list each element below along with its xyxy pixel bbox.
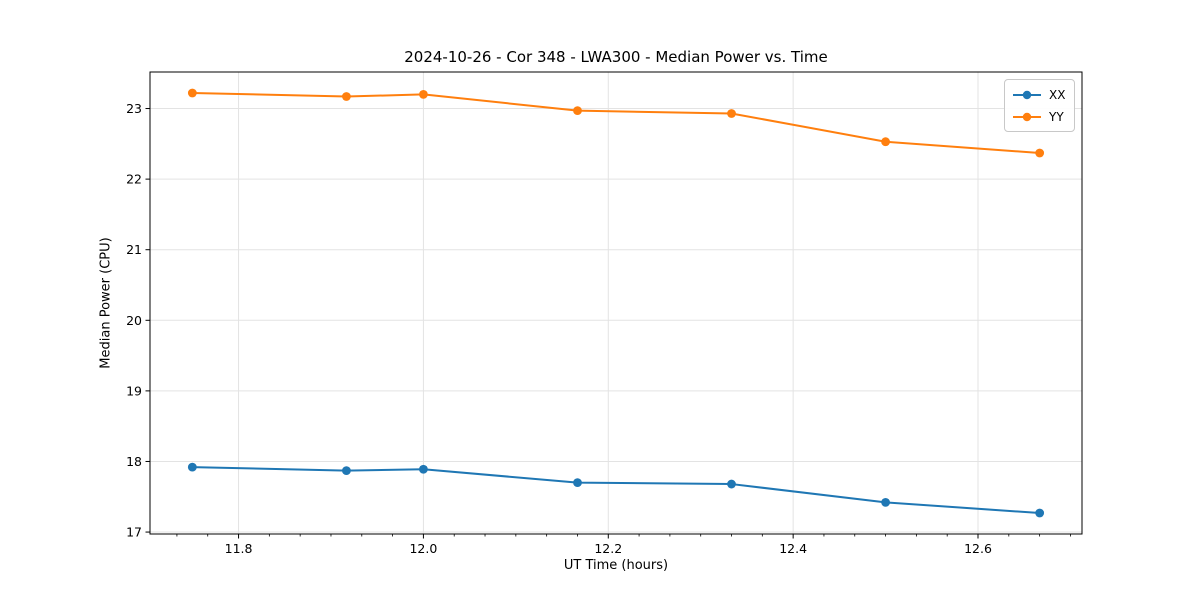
data-point-xx	[342, 466, 351, 476]
data-point-yy	[727, 109, 736, 118]
legend-item-xx: XX	[1012, 85, 1065, 104]
legend-label-yy: YY	[1049, 109, 1064, 124]
y-tick-label: 21	[126, 242, 142, 257]
legend-item-yy: YY	[1012, 107, 1065, 126]
y-tick-label: 23	[126, 101, 142, 116]
legend: XX YY	[1004, 79, 1076, 132]
x-tick-label: 12.2	[594, 541, 622, 556]
data-point-yy	[187, 88, 197, 98]
y-tick-label: 17	[126, 525, 142, 540]
data-point-yy	[573, 106, 582, 116]
legend-label-xx: XX	[1049, 87, 1066, 102]
plot-border	[149, 71, 1083, 535]
y-tick-label: 22	[126, 172, 142, 187]
data-point-yy	[881, 137, 890, 147]
legend-swatch-xx-icon	[1013, 90, 1041, 99]
y-axis-label: Median Power (CPU)	[98, 237, 114, 369]
legend-swatch-yy-icon	[1013, 112, 1041, 121]
x-axis-label: UT Time (hours)	[563, 558, 669, 573]
y-tick-label: 19	[126, 383, 142, 398]
data-point-yy	[342, 92, 351, 101]
x-tick-label: 12.0	[409, 541, 437, 556]
y-tick-label: 18	[126, 454, 142, 469]
data-point-xx	[573, 478, 582, 488]
series-line-yy	[192, 92, 1040, 154]
data-point-xx	[187, 462, 197, 472]
y-tick-label: 20	[126, 313, 142, 328]
x-tick-label: 11.8	[225, 541, 253, 556]
data-point-xx	[1035, 508, 1045, 518]
data-point-yy	[1035, 148, 1045, 158]
data-point-xx	[419, 464, 428, 474]
x-tick-label: 12.4	[779, 541, 807, 556]
data-point-yy	[419, 90, 428, 99]
series-line-xx	[192, 466, 1040, 514]
chart-title: 2024-10-26 - Cor 348 - LWA300 - Median P…	[404, 48, 828, 66]
data-point-xx	[727, 479, 736, 489]
x-tick-label: 12.6	[964, 541, 992, 556]
data-point-xx	[881, 498, 890, 507]
